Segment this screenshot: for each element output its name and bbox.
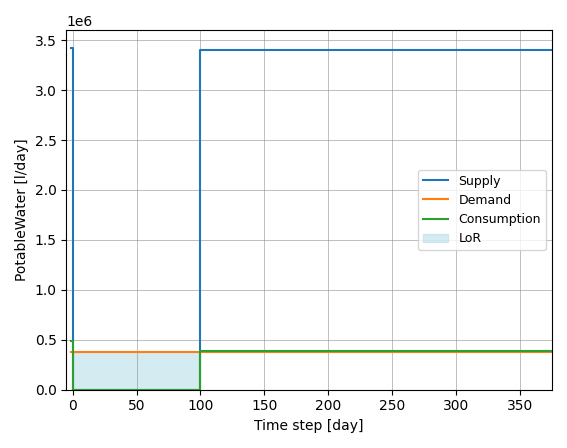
Y-axis label: PotableWater [l/day]: PotableWater [l/day]	[15, 138, 29, 281]
Supply	[68, 45, 75, 51]
Consumption	[549, 348, 556, 353]
Supply	[69, 387, 76, 392]
Supply	[549, 47, 556, 53]
Consumption	[197, 348, 204, 353]
X-axis label: Time step [day]: Time step [day]	[255, 419, 364, 433]
Supply	[69, 45, 76, 51]
Consumption	[69, 338, 76, 344]
Legend: Supply, Demand, Consumption, LoR: Supply, Demand, Consumption, LoR	[418, 170, 546, 250]
Consumption	[68, 338, 75, 344]
Line: Consumption: Consumption	[71, 341, 552, 390]
Consumption	[69, 387, 76, 392]
Supply	[197, 47, 204, 53]
Line: Supply: Supply	[71, 48, 552, 390]
Consumption	[197, 387, 204, 392]
Supply	[197, 387, 204, 392]
